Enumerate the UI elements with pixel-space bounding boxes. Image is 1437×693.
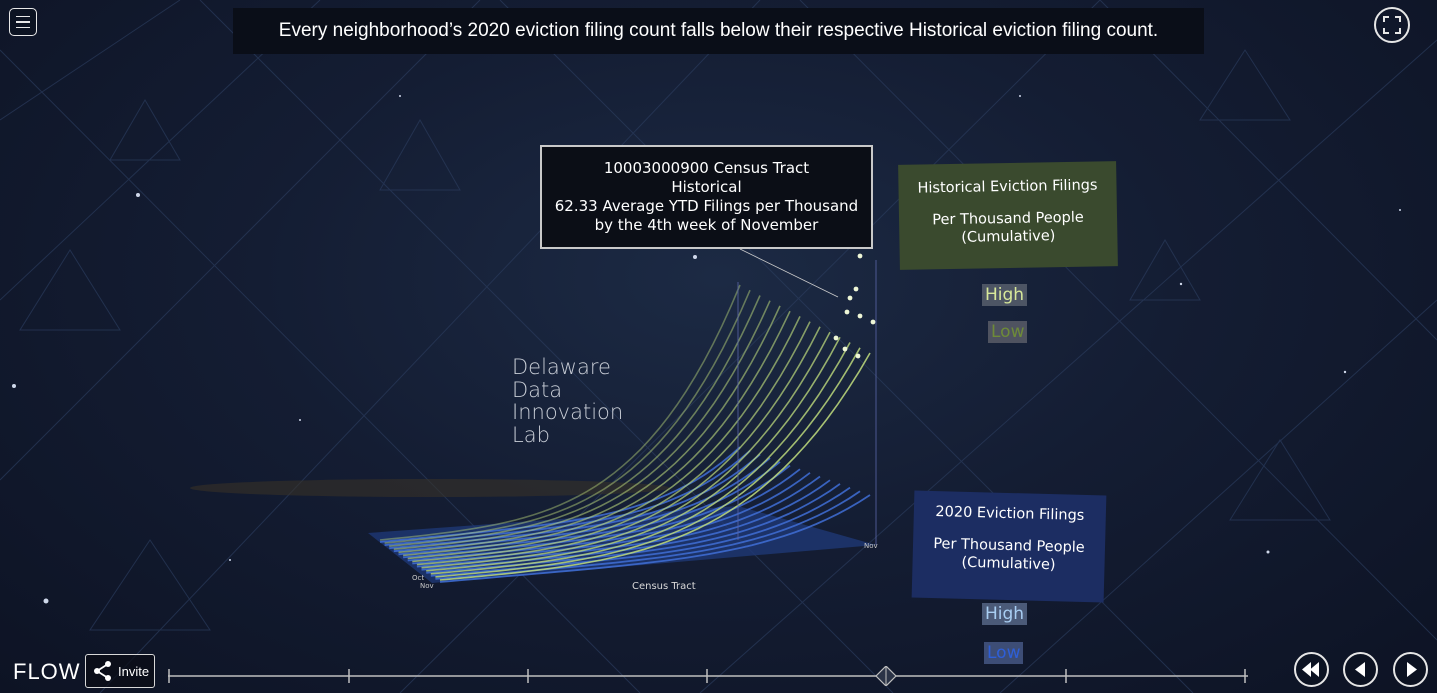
data-point[interactable] (842, 346, 848, 352)
fullscreen-icon (1383, 16, 1401, 34)
story-caption: Every neighborhood’s 2020 eviction filin… (233, 8, 1204, 54)
share-icon (94, 661, 111, 681)
historical-series-line (398, 305, 781, 554)
rewind-icon (1302, 662, 1319, 677)
tooltip-leader-line (739, 248, 839, 298)
legend-historical-low: Low (988, 321, 1028, 343)
historical-series-line (407, 316, 801, 560)
invite-label: Invite (118, 663, 150, 679)
brand-label: Delaware Data Innovation Lab (512, 355, 624, 447)
invite-button[interactable]: Invite (85, 654, 155, 688)
data-point[interactable] (847, 295, 853, 301)
flow-logo: FLOW (13, 659, 81, 684)
historical-series-line (430, 342, 851, 575)
2020-series-line (430, 486, 851, 577)
data-point[interactable] (844, 309, 850, 315)
tooltip-period: by the 4th week of November (594, 216, 819, 234)
historical-series-line (389, 295, 761, 547)
month-label: Oct (412, 574, 424, 582)
data-point[interactable] (853, 286, 859, 292)
historical-series-line (426, 336, 841, 572)
data-tooltip: 10003000900 Census Tract Historical 62.3… (540, 145, 873, 249)
tooltip-value: 62.33 Average YTD Filings per Thousand (554, 197, 859, 215)
historical-series-line (435, 347, 861, 578)
month-label: Nov (864, 542, 878, 550)
x-axis-label: Census Tract (632, 581, 696, 592)
legend-title: Historical Eviction Filings (917, 177, 1098, 197)
previous-button[interactable] (1343, 652, 1378, 687)
legend-2020-low: Low (984, 642, 1024, 664)
2020-series-line (435, 490, 861, 580)
restart-button[interactable] (1294, 652, 1329, 687)
tooltip-series: Historical (671, 178, 742, 196)
legend-2020: 2020 Eviction Filings Per Thousand Peopl… (911, 490, 1107, 603)
historical-series-line (384, 289, 751, 544)
legend-2020-high: High (982, 603, 1028, 625)
hamburger-icon (16, 15, 30, 18)
data-point[interactable] (855, 353, 861, 359)
historical-series-line (421, 331, 831, 569)
historical-series-line (412, 321, 811, 563)
legend-historical: Historical Eviction Filings Per Thousand… (898, 161, 1118, 270)
previous-icon (1355, 662, 1365, 677)
fullscreen-button[interactable] (1374, 7, 1410, 43)
data-point[interactable] (833, 335, 839, 341)
historical-series-line (379, 284, 741, 541)
brand-plane-shadow (190, 479, 670, 497)
next-button[interactable] (1393, 652, 1428, 687)
historical-series-line (403, 310, 791, 557)
data-point[interactable] (870, 319, 876, 325)
historical-series-line (416, 326, 821, 566)
legend-title: 2020 Eviction Filings (935, 504, 1085, 524)
data-point[interactable] (857, 253, 863, 259)
data-point[interactable] (857, 313, 863, 319)
menu-button[interactable] (9, 8, 37, 36)
month-label: Nov (420, 582, 434, 590)
next-icon (1407, 662, 1417, 677)
story-timeline[interactable] (168, 666, 1248, 686)
tooltip-tract: 10003000900 Census Tract (603, 159, 810, 177)
historical-series-line (439, 352, 871, 581)
2020-series-line (439, 494, 871, 583)
legend-historical-high: High (982, 284, 1028, 306)
historical-series-line (393, 300, 771, 550)
